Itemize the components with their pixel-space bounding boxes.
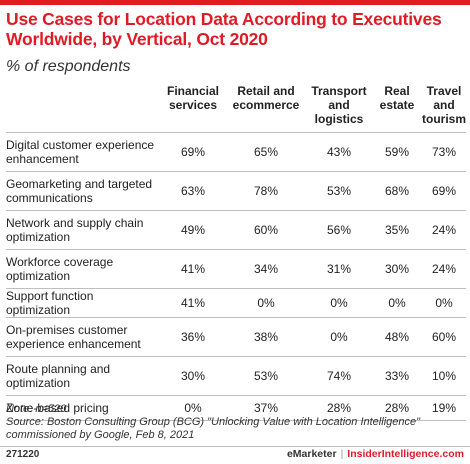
footer-divider [0, 446, 470, 447]
table-cell: 0% [160, 395, 226, 421]
notes: Note: n=520 Source: Boston Consulting Gr… [6, 403, 466, 442]
table-cell: 30% [372, 249, 422, 289]
column-header: Real estate [379, 84, 415, 112]
row-label: Workforce coverage optimization [6, 249, 160, 289]
table-cell: 53% [306, 171, 372, 211]
column-header: Financial services [166, 84, 219, 112]
table-row: Route planning and optimization 30% 53% 7… [6, 356, 466, 396]
table-cell: 41% [160, 288, 226, 318]
table-cell: 63% [160, 171, 226, 211]
table-cell: 37% [226, 395, 306, 421]
table-cell: 68% [372, 171, 422, 211]
row-label: Network and supply chain optimization [6, 210, 160, 250]
table-cell: 24% [422, 210, 466, 250]
table-cell: 60% [422, 317, 466, 357]
footer-brand: eMarketer | InsiderIntelligence.com [287, 448, 464, 460]
data-table: Financial services Retail and ecommerce Tr… [6, 84, 466, 421]
table-cell: 33% [372, 356, 422, 396]
row-label: On-premises customer experience enhanceme… [6, 317, 160, 357]
table-cell: 0% [226, 288, 306, 318]
header-empty [6, 84, 160, 133]
header-row: Financial services Retail and ecommerce Tr… [6, 84, 466, 133]
column-header: Retail and ecommerce [232, 84, 300, 112]
chart-title: Use Cases for Location Data According to… [6, 9, 442, 49]
row-label: Support function optimization [6, 288, 160, 318]
table-cell: 41% [160, 249, 226, 289]
table-cell: 53% [226, 356, 306, 396]
table-row: Workforce coverage optimization 41% 34% 3… [6, 249, 466, 289]
source-text-continued: commissioned by Google, Feb 8, 2021 [6, 429, 195, 441]
table-cell: 74% [306, 356, 372, 396]
table-cell: 28% [306, 395, 372, 421]
table-cell: 19% [422, 395, 466, 421]
table-row: Geomarketing and targeted communications … [6, 171, 466, 211]
table-cell: 56% [306, 210, 372, 250]
table-cell: 38% [226, 317, 306, 357]
footer-separator: | [340, 448, 344, 460]
table-row: Zone-based pricing 0% 37% 28% 28% 19% [6, 395, 466, 421]
row-label: Zone-based pricing [6, 395, 160, 421]
chart-subtitle: % of respondents [6, 58, 131, 75]
table-cell: 69% [160, 132, 226, 172]
emarketer-logo-text: eMarketer [286, 448, 337, 460]
table-cell: 0% [306, 317, 372, 357]
column-header: Travel and tourism [422, 84, 467, 126]
table-cell: 43% [306, 132, 372, 172]
note-text: Note: n=520 [6, 403, 67, 415]
source-text: Source: Boston Consulting Group (BCG) "U… [6, 416, 421, 428]
table-cell: 60% [226, 210, 306, 250]
insider-intelligence-link[interactable]: InsiderIntelligence.com [347, 448, 464, 460]
chart-id: 271220 [6, 449, 40, 460]
table-row: Network and supply chain optimization 49%… [6, 210, 466, 250]
table-cell: 0% [372, 288, 422, 318]
table-cell: 34% [226, 249, 306, 289]
table-cell: 28% [372, 395, 422, 421]
row-label: Digital customer experience enhancement [6, 132, 160, 172]
table-cell: 31% [306, 249, 372, 289]
table-cell: 35% [372, 210, 422, 250]
table-cell: 59% [372, 132, 422, 172]
table-cell: 78% [226, 171, 306, 211]
table-cell: 69% [422, 171, 466, 211]
table-row: Support function optimization 41% 0% 0% … [6, 288, 466, 318]
table-row: On-premises customer experience enhanceme… [6, 317, 466, 357]
row-label: Route planning and optimization [6, 356, 160, 396]
column-header: Transport and logistics [311, 84, 367, 126]
table-cell: 10% [422, 356, 466, 396]
table-cell: 0% [306, 288, 372, 318]
table-cell: 0% [422, 288, 466, 318]
table-cell: 73% [422, 132, 466, 172]
row-label: Geomarketing and targeted communications [6, 171, 160, 211]
table-cell: 30% [160, 356, 226, 396]
table-cell: 65% [226, 132, 306, 172]
table-cell: 49% [160, 210, 226, 250]
table-cell: 24% [422, 249, 466, 289]
table-row: Digital customer experience enhancement 6… [6, 132, 466, 172]
table-cell: 48% [372, 317, 422, 357]
table-cell: 36% [160, 317, 226, 357]
top-accent-bar [0, 0, 470, 5]
